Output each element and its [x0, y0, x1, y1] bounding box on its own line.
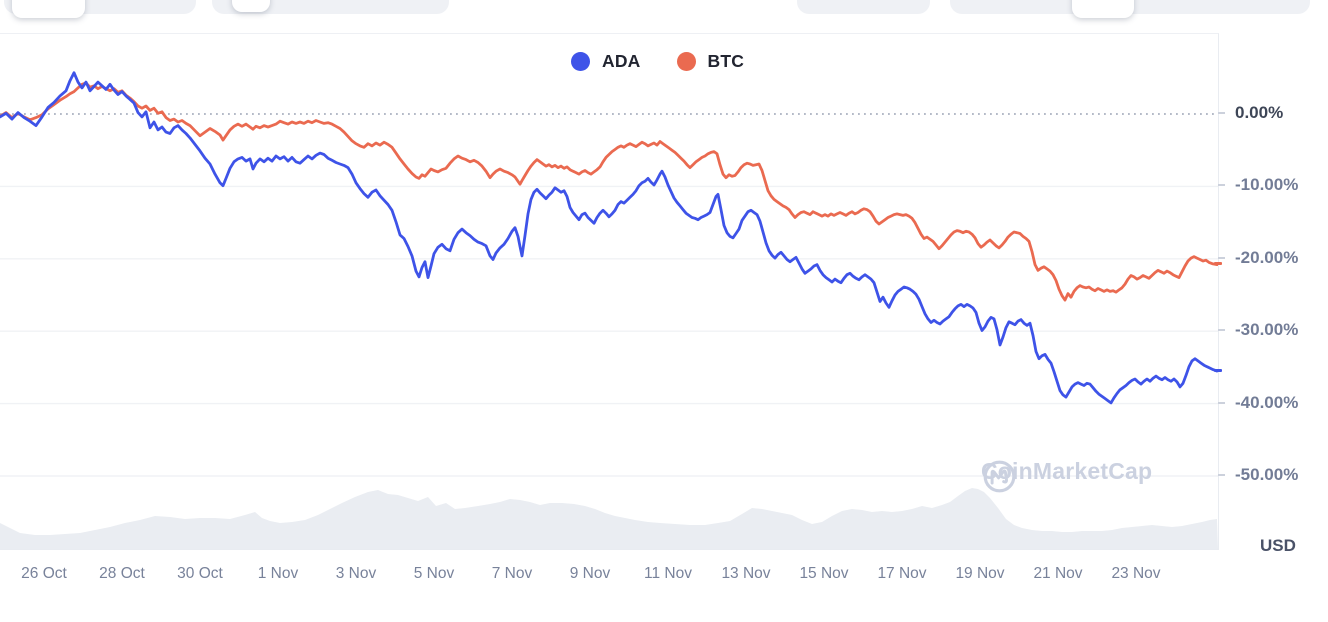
volume-area [0, 488, 1218, 549]
btc-price-line [0, 81, 1218, 302]
btc-legend-dot [676, 52, 696, 71]
x-axis-label: 30 Oct [177, 565, 223, 582]
ada-legend-dot [571, 52, 590, 71]
legend-item-btc[interactable]: BTC [676, 51, 745, 72]
y-axis-tick [1218, 112, 1225, 114]
x-axis-label: 13 Nov [721, 565, 771, 582]
x-axis: 26 Oct 28 Oct 30 Oct 1 Nov 3 Nov 5 Nov 7 Nov 9 … [0, 562, 1218, 590]
x-axis-label: 3 Nov [335, 565, 377, 582]
x-axis-label: 19 Nov [955, 565, 1005, 582]
y-axis-tick [1218, 401, 1225, 404]
y-axis-tick [1218, 256, 1225, 259]
y-axis-label: 0.00% [1235, 103, 1284, 122]
y-axis: USD 0.00% -10.00% -20.00% -30.00% -40.00% -50… [1214, 0, 1328, 622]
x-axis-label: 26 Oct [21, 565, 67, 582]
price-comparison-chart[interactable]: ADA BTC CoinMarketCap [0, 33, 1219, 550]
metric-toggle-selected[interactable] [232, 0, 270, 12]
x-axis-label: 1 Nov [257, 565, 299, 582]
x-axis-label: 9 Nov [569, 565, 611, 582]
x-axis-label: 23 Nov [1111, 565, 1161, 582]
chart-type-toggle-selected[interactable] [12, 0, 85, 18]
ada-legend-label: ADA [602, 51, 641, 71]
ada-last-value-tick [1214, 368, 1222, 372]
x-axis-label: 15 Nov [799, 565, 849, 582]
price-chart-svg[interactable] [0, 34, 1218, 549]
x-axis-label: 21 Nov [1033, 565, 1083, 582]
y-axis-label: -30.00% [1235, 320, 1299, 340]
y-axis-label: -10.00% [1235, 175, 1299, 195]
btc-legend-label: BTC [707, 51, 745, 71]
btc-last-value-tick [1214, 262, 1222, 266]
metric-toggle[interactable] [212, 0, 449, 14]
y-axis-label: -20.00% [1235, 247, 1299, 267]
y-axis-tick [1218, 329, 1225, 332]
x-axis-label: 5 Nov [413, 565, 455, 582]
legend-item-ada[interactable]: ADA [571, 51, 641, 72]
y-axis-tick [1218, 474, 1225, 476]
compare-toggle[interactable] [797, 0, 930, 14]
y-axis-label: -50.00% [1235, 465, 1299, 484]
ada-price-line [0, 71, 1218, 405]
x-axis-label: 28 Oct [99, 565, 145, 582]
x-axis-label: 7 Nov [491, 565, 533, 582]
y-axis-unit-label: USD [1260, 536, 1296, 555]
x-axis-label: 17 Nov [877, 565, 927, 582]
chart-legend: ADA BTC [571, 51, 744, 72]
x-axis-label: 11 Nov [644, 565, 692, 582]
timeframe-toggle-selected[interactable] [1072, 0, 1134, 18]
y-axis-label: -40.00% [1235, 392, 1299, 412]
y-axis-tick [1218, 184, 1225, 187]
